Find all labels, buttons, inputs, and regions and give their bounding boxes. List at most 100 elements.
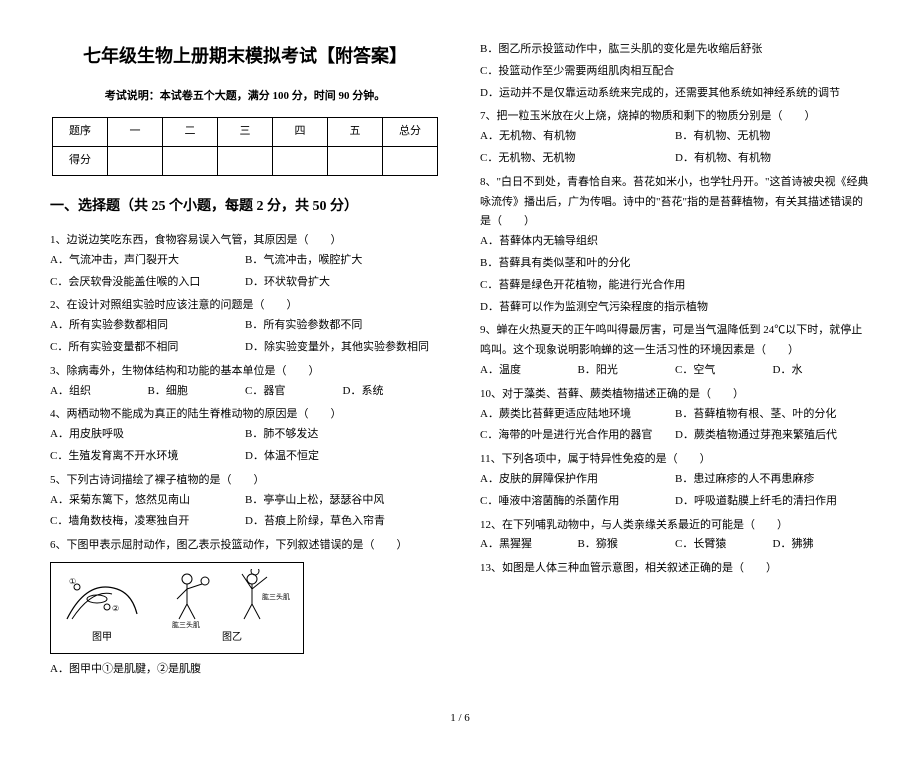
question: 4、两栖动物不能成为真正的陆生脊椎动物的原因是（ ）A．用皮肤呼吸B．肺不够发达… — [50, 405, 440, 468]
option: C．海带的叶是进行光合作用的器官 — [480, 426, 675, 446]
question-stem: 3、除病毒外，生物体结构和功能的基本单位是（ ） — [50, 362, 440, 382]
question-stem: 8、"白日不到处，青春恰自来。苔花如米小，也学牡丹开。"这首诗被央视《经典咏流传… — [480, 173, 870, 232]
question: 5、下列古诗词描绘了裸子植物的是（ ）A．采菊东篱下，悠然见南山B．亭亭山上松，… — [50, 471, 440, 534]
question-stem: 7、把一粒玉米放在火上烧，烧掉的物质和剩下的物质分别是（ ） — [480, 107, 870, 127]
option: D．环状软骨扩大 — [245, 273, 440, 293]
question-stem: 4、两栖动物不能成为真正的陆生脊椎动物的原因是（ ） — [50, 405, 440, 425]
options: A．采菊东篱下，悠然见南山B．亭亭山上松，瑟瑟谷中风C．墙角数枝梅，凌寒独自开D… — [50, 491, 440, 535]
option: A．组织 — [50, 382, 148, 402]
options: A．图甲中①是肌腱，②是肌腹 — [50, 660, 440, 682]
th-4: 四 — [273, 118, 328, 147]
th-2: 二 — [163, 118, 218, 147]
question: 9、蝉在火热夏天的正午鸣叫得最厉害，可是当气温降低到 24℃以下时，就停止鸣叫。… — [480, 321, 870, 382]
fig-label-left: 图甲 — [92, 629, 112, 647]
option: C．唾液中溶菌酶的杀菌作用 — [480, 492, 675, 512]
option: B．图乙所示投篮动作中，肱三头肌的变化是先收缩后舒张 — [480, 40, 870, 60]
option: D．呼吸道黏膜上纤毛的清扫作用 — [675, 492, 870, 512]
question-stem: 5、下列古诗词描绘了裸子植物的是（ ） — [50, 471, 440, 491]
option: C．会厌软骨没能盖住喉的入口 — [50, 273, 245, 293]
score-table: 题序 一 二 三 四 五 总分 得分 — [52, 117, 438, 176]
option: B．亭亭山上松，瑟瑟谷中风 — [245, 491, 440, 511]
options: A．组织B．细胞C．器官D．系统 — [50, 382, 440, 404]
question-stem: 13、如图是人体三种血管示意图，相关叙述正确的是（ ） — [480, 559, 870, 579]
option: B．肺不够发达 — [245, 425, 440, 445]
question: B．图乙所示投篮动作中，肱三头肌的变化是先收缩后舒张C．投篮动作至少需要两组肌肉… — [480, 40, 870, 105]
option: B．有机物、无机物 — [675, 127, 870, 147]
question: 2、在设计对照组实验时应该注意的问题是（ ）A．所有实验参数都相同B．所有实验参… — [50, 296, 440, 359]
question: 3、除病毒外，生物体结构和功能的基本单位是（ ）A．组织B．细胞C．器官D．系统 — [50, 362, 440, 404]
question: 12、在下列哺乳动物中，与人类亲缘关系最近的可能是（ ）A．黑猩猩B．猕猴C．长… — [480, 516, 870, 558]
option: D．苔藓可以作为监测空气污染程度的指示植物 — [480, 298, 870, 318]
cell-4 — [273, 146, 328, 175]
question: 6、下图甲表示屈肘动作，图乙表示投篮动作，下列叙述错误的是（ ） ① ② 图甲 — [50, 536, 440, 682]
options: A．苔藓体内无输导组织B．苔藓具有类似茎和叶的分化C．苔藓是绿色开花植物，能进行… — [480, 232, 870, 319]
option: D．苔痕上阶绿，草色入帘青 — [245, 512, 440, 532]
svg-text:②: ② — [112, 604, 119, 613]
exam-title: 七年级生物上册期末模拟考试【附答案】 — [50, 40, 440, 72]
option: A．所有实验参数都相同 — [50, 316, 245, 336]
th-6: 总分 — [383, 118, 438, 147]
th-1: 一 — [108, 118, 163, 147]
question-stem: 12、在下列哺乳动物中，与人类亲缘关系最近的可能是（ ） — [480, 516, 870, 536]
options: A．皮肤的屏障保护作用B．患过麻疹的人不再患麻疹C．唾液中溶菌酶的杀菌作用D．呼… — [480, 470, 870, 514]
option: B．苔藓植物有根、茎、叶的分化 — [675, 405, 870, 425]
option: C．空气 — [675, 361, 773, 381]
th-3: 三 — [218, 118, 273, 147]
option: A．苔藓体内无输导组织 — [480, 232, 870, 252]
option: C．无机物、无机物 — [480, 149, 675, 169]
question: 13、如图是人体三种血管示意图，相关叙述正确的是（ ） — [480, 559, 870, 579]
option: D．体温不恒定 — [245, 447, 440, 467]
cell-2 — [163, 146, 218, 175]
cell-3 — [218, 146, 273, 175]
option: C．投篮动作至少需要两组肌肉相互配合 — [480, 62, 870, 82]
option: D．运动并不是仅靠运动系统来完成的，还需要其他系统如神经系统的调节 — [480, 84, 870, 104]
option: C．苔藓是绿色开花植物，能进行光合作用 — [480, 276, 870, 296]
option: B．细胞 — [148, 382, 246, 402]
option: D．有机物、有机物 — [675, 149, 870, 169]
section-1-title: 一、选择题（共 25 个小题，每题 2 分，共 50 分） — [50, 194, 440, 219]
cell-5 — [328, 146, 383, 175]
question: 8、"白日不到处，青春恰自来。苔花如米小，也学牡丹开。"这首诗被央视《经典咏流传… — [480, 173, 870, 320]
option: B．气流冲击，喉腔扩大 — [245, 251, 440, 271]
th-5: 五 — [328, 118, 383, 147]
options: B．图乙所示投篮动作中，肱三头肌的变化是先收缩后舒张C．投篮动作至少需要两组肌肉… — [480, 40, 870, 105]
exam-note: 考试说明：本试卷五个大题，满分 100 分，时间 90 分钟。 — [50, 87, 440, 107]
cell-6 — [383, 146, 438, 175]
option: A．用皮肤呼吸 — [50, 425, 245, 445]
option: D．系统 — [343, 382, 441, 402]
option: D．蕨类植物通过芽孢来繁殖后代 — [675, 426, 870, 446]
question-stem: 9、蝉在火热夏天的正午鸣叫得最厉害，可是当气温降低到 24℃以下时，就停止鸣叫。… — [480, 321, 870, 361]
question-stem: 10、对于藻类、苔藓、蕨类植物描述正确的是（ ） — [480, 385, 870, 405]
options: A．无机物、有机物B．有机物、无机物C．无机物、无机物D．有机物、有机物 — [480, 127, 870, 171]
option: B．患过麻疹的人不再患麻疹 — [675, 470, 870, 490]
option: C．器官 — [245, 382, 343, 402]
row-label: 得分 — [53, 146, 108, 175]
option: C．长臂猿 — [675, 535, 773, 555]
options: A．气流冲击，声门裂开大B．气流冲击，喉腔扩大C．会厌软骨没能盖住喉的入口D．环… — [50, 251, 440, 295]
option: C．所有实验变量都不相同 — [50, 338, 245, 358]
option: D．狒狒 — [773, 535, 871, 555]
option: A．无机物、有机物 — [480, 127, 675, 147]
option: A．黑猩猩 — [480, 535, 578, 555]
option: B．苔藓具有类似茎和叶的分化 — [480, 254, 870, 274]
options: A．黑猩猩B．猕猴C．长臂猿D．狒狒 — [480, 535, 870, 557]
cell-1 — [108, 146, 163, 175]
option: A．蕨类比苔藓更适应陆地环境 — [480, 405, 675, 425]
figure-left-svg: ① ② — [57, 569, 147, 629]
question: 11、下列各项中，属于特异性免疫的是（ ）A．皮肤的屏障保护作用B．患过麻疹的人… — [480, 450, 870, 513]
question-stem: 1、边说边笑吃东西，食物容易误入气管，其原因是（ ） — [50, 231, 440, 251]
svg-text:①: ① — [69, 577, 76, 586]
option: B．所有实验参数都不同 — [245, 316, 440, 336]
th-0: 题序 — [53, 118, 108, 147]
figure-right-svg: 肱三头肌 肱三头肌 — [167, 569, 297, 629]
options: A．用皮肤呼吸B．肺不够发达C．生殖发育离不开水环境D．体温不恒定 — [50, 425, 440, 469]
option: C．墙角数枝梅，凌寒独自开 — [50, 512, 245, 532]
option: A．图甲中①是肌腱，②是肌腹 — [50, 660, 440, 680]
option: A．采菊东篱下，悠然见南山 — [50, 491, 245, 511]
question-stem: 6、下图甲表示屈肘动作，图乙表示投篮动作，下列叙述错误的是（ ） — [50, 536, 440, 556]
question: 10、对于藻类、苔藓、蕨类植物描述正确的是（ ）A．蕨类比苔藓更适应陆地环境B．… — [480, 385, 870, 448]
fig-label-right: 图乙 — [222, 629, 242, 647]
options: A．所有实验参数都相同B．所有实验参数都不同C．所有实验变量都不相同D．除实验变… — [50, 316, 440, 360]
option: A．皮肤的屏障保护作用 — [480, 470, 675, 490]
question-figure: ① ② 图甲 肱三头肌 — [50, 562, 304, 654]
